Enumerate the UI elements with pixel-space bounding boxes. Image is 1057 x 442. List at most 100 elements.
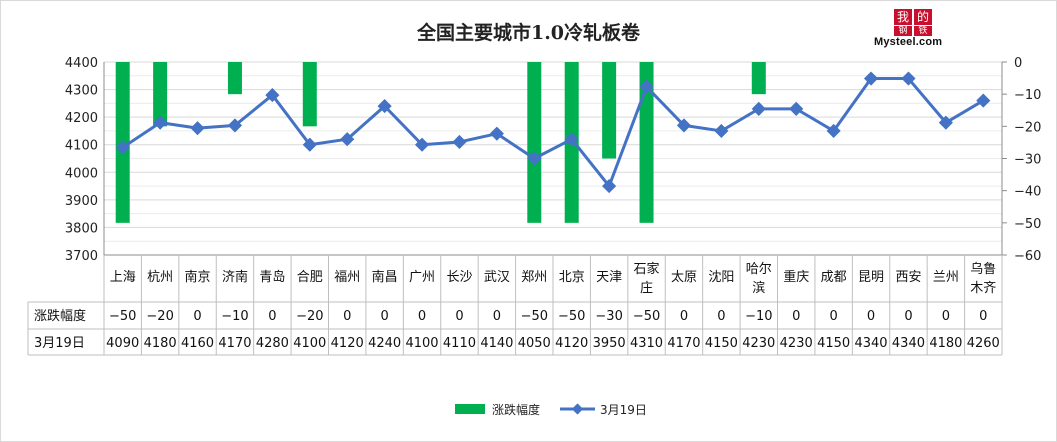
legend-swatch-marker <box>571 403 584 415</box>
category-label: 济南 <box>222 269 248 285</box>
line-point <box>789 101 804 116</box>
y-right-tick-label: 0 <box>1014 56 1022 71</box>
table-value: 0 <box>268 309 276 324</box>
bar <box>302 62 317 127</box>
table-value: 4280 <box>256 336 289 351</box>
table-value: 4340 <box>854 336 887 351</box>
y-left-tick-label: 4100 <box>65 139 98 154</box>
table-value: 0 <box>380 309 388 324</box>
logo-char-2: 的 <box>914 9 932 25</box>
category-label: 上海 <box>110 270 136 285</box>
mysteel-logo: 我 的 钢 铁 Mysteel.com <box>872 8 967 54</box>
category-label: 西安 <box>895 270 921 285</box>
table-value: 4170 <box>218 336 251 351</box>
logo-char-1: 我 <box>894 9 912 25</box>
table-value: −50 <box>558 309 585 324</box>
line-point <box>302 137 317 152</box>
table-value: 4120 <box>555 336 588 351</box>
line-point <box>340 132 355 147</box>
line-point <box>190 121 205 136</box>
table-value: 4150 <box>705 336 738 351</box>
bar <box>602 62 617 159</box>
category-label: 沈阳 <box>708 270 734 285</box>
line-point <box>564 132 579 147</box>
category-label: 天津 <box>596 270 622 285</box>
line-point <box>265 88 280 103</box>
line-point <box>863 71 879 86</box>
y-left-tick-label: 4300 <box>65 84 98 99</box>
bar <box>153 62 168 127</box>
table-value: −50 <box>521 309 548 324</box>
line-point <box>639 79 654 94</box>
category-label: 广州 <box>409 270 435 285</box>
line-point <box>414 137 430 152</box>
category-label: 青岛 <box>259 269 285 285</box>
y-right-tick-label: −60 <box>1014 249 1041 264</box>
category-label: 成都 <box>821 270 847 285</box>
category-label: 杭州 <box>147 270 173 285</box>
table-value: 4240 <box>368 336 401 351</box>
line-point <box>489 126 504 141</box>
category-label: 庄 <box>640 280 653 296</box>
table-value: 4140 <box>480 336 513 351</box>
table-value: 0 <box>680 309 688 324</box>
logo-word: Mysteel.com <box>874 36 943 48</box>
table-value: 4230 <box>742 336 775 351</box>
line-point <box>901 71 916 86</box>
y-right-tick-label: −30 <box>1014 153 1041 168</box>
legend-label: 涨跌幅度 <box>492 402 540 417</box>
category-label: 福州 <box>334 270 360 285</box>
table-value: 4090 <box>106 336 139 351</box>
table-value: 4170 <box>667 336 700 351</box>
bar <box>527 62 542 223</box>
table-value: 0 <box>493 309 501 324</box>
legend-label: 3月19日 <box>600 403 647 417</box>
category-label: 昆明 <box>858 270 884 285</box>
line-point <box>976 93 991 108</box>
table-value: −10 <box>221 309 248 324</box>
line-point <box>751 101 766 116</box>
chart-title: 全国主要城市1.0冷轧板卷 <box>416 22 641 44</box>
line-point <box>527 151 542 166</box>
table-value: 0 <box>904 309 912 324</box>
y-left-tick-label: 4000 <box>65 166 98 181</box>
table-value: 4050 <box>518 336 551 351</box>
category-label: 太原 <box>671 270 697 285</box>
table-value: 0 <box>717 309 725 324</box>
category-label: 滨 <box>752 280 765 296</box>
table-value: 0 <box>193 309 201 324</box>
y-left-tick-label: 3700 <box>65 249 98 264</box>
line-point <box>602 179 617 194</box>
category-label: 哈尔 <box>746 262 772 277</box>
table-value: 3950 <box>593 336 626 351</box>
table-value: 4110 <box>443 336 476 351</box>
category-label: 合肥 <box>297 270 323 285</box>
table-value: 4100 <box>293 336 326 351</box>
category-label: 南昌 <box>372 269 398 285</box>
table-value: 0 <box>942 309 950 324</box>
table-value: −50 <box>633 309 660 324</box>
legend-swatch-bar <box>455 404 485 414</box>
category-label: 重庆 <box>783 269 809 285</box>
line-point <box>452 134 467 150</box>
category-label: 南京 <box>185 269 211 285</box>
y-right-tick-label: −20 <box>1014 120 1041 135</box>
table-value: −10 <box>745 309 772 324</box>
category-label: 石家 <box>634 261 660 277</box>
y-right-tick-label: −50 <box>1014 217 1041 232</box>
table-value: 4180 <box>144 336 177 351</box>
table-value: 4100 <box>405 336 438 351</box>
line-point <box>377 99 392 114</box>
category-label: 乌鲁 <box>970 261 996 277</box>
logo-char-3: 钢 <box>894 26 912 36</box>
y-right-tick-label: −10 <box>1014 88 1041 103</box>
bar <box>227 62 242 95</box>
table-value: 0 <box>418 309 426 324</box>
table-value: 4340 <box>892 336 925 351</box>
line-point <box>938 115 953 130</box>
table-value: 0 <box>792 309 800 324</box>
y-left-tick-label: 4200 <box>65 111 98 126</box>
table-value: 0 <box>455 309 463 324</box>
table-value: −30 <box>595 309 622 324</box>
